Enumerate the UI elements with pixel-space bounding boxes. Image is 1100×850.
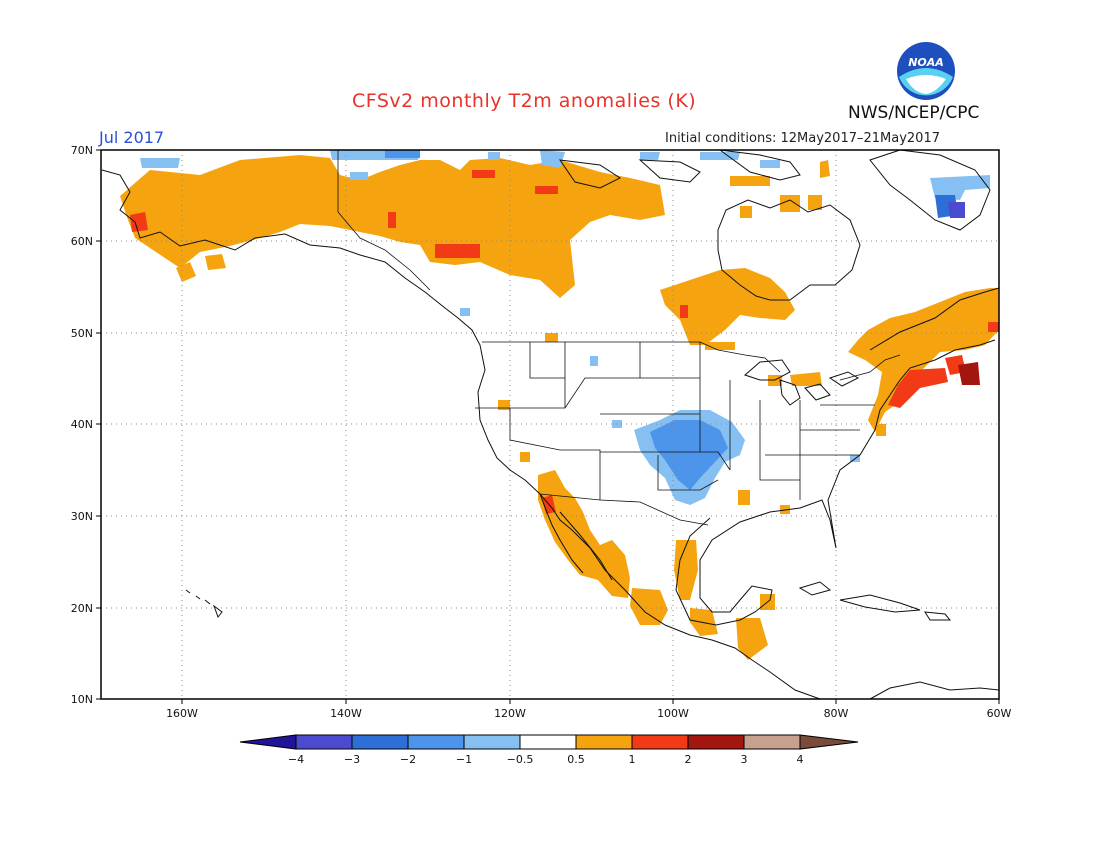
anomaly-region	[640, 152, 660, 160]
colorbar-label: 3	[741, 753, 748, 766]
colorbar-label: −1	[456, 753, 472, 766]
anomaly-region	[820, 160, 830, 178]
anomaly-region	[760, 160, 780, 168]
anomaly-region	[958, 362, 980, 385]
colorbar-label: 2	[685, 753, 692, 766]
colorbar-label: −4	[288, 753, 304, 766]
anomaly-region	[660, 268, 795, 345]
colorbar-label: 4	[797, 753, 804, 766]
lon-label-100w: 100W	[657, 707, 689, 720]
colorbar-label: −2	[400, 753, 416, 766]
lon-label-140w: 140W	[330, 707, 362, 720]
initial-conditions: Initial conditions: 12May2017–21May2017	[665, 131, 940, 146]
anomaly-region	[535, 186, 558, 194]
anomaly-region	[590, 356, 598, 366]
colorbar-label: 0.5	[567, 753, 585, 766]
anomaly-region	[790, 372, 822, 386]
colorbar-label: −0.5	[507, 753, 534, 766]
lat-label-10n: 10N	[71, 693, 93, 706]
anomaly-region	[888, 368, 948, 408]
anomaly-region	[385, 150, 420, 158]
anomaly-region	[545, 333, 558, 342]
lon-label-120w: 120W	[494, 707, 526, 720]
colorbar-segment	[687, 734, 745, 750]
anomaly-region	[205, 254, 226, 270]
coastlines	[101, 149, 1000, 700]
anomaly-region	[780, 195, 800, 212]
anomaly-region	[488, 152, 500, 160]
anomaly-region	[738, 490, 750, 505]
anomaly-region	[435, 244, 480, 258]
chart-title: CFSv2 monthly T2m anomalies (K)	[352, 90, 697, 112]
anomaly-region	[650, 420, 728, 490]
anomaly-region	[176, 262, 196, 282]
lon-label-80w: 80W	[824, 707, 849, 720]
organization-label: NWS/NCEP/CPC	[848, 103, 980, 123]
anomaly-region	[988, 322, 999, 332]
anomaly-region	[130, 212, 148, 232]
anomaly-region	[848, 288, 999, 432]
anomaly-region	[472, 170, 495, 178]
borders	[337, 150, 901, 526]
anomaly-region	[538, 470, 630, 598]
colorbar-segment	[631, 734, 689, 750]
colorbar-segment	[295, 734, 353, 750]
lat-label-60n: 60N	[71, 235, 93, 248]
anomaly-region	[674, 540, 698, 600]
anomaly-region	[388, 212, 396, 228]
anomaly-region	[700, 152, 740, 160]
anomaly-region	[948, 202, 965, 218]
colorbar-label: −3	[344, 753, 360, 766]
anomaly-region	[630, 588, 668, 625]
colorbar-right-arrow	[799, 734, 859, 750]
colorbar-segment	[519, 734, 577, 750]
colorbar-segment	[575, 734, 633, 750]
anomaly-region	[520, 452, 530, 462]
valid-month: Jul 2017	[99, 128, 165, 147]
lat-label-30n: 30N	[71, 510, 93, 523]
anomaly-region	[705, 342, 735, 350]
anomaly-region	[740, 206, 752, 218]
colorbar-label: 1	[629, 753, 636, 766]
colorbar-left-arrow	[239, 734, 297, 750]
anomaly-region	[350, 172, 368, 180]
noaa-logo: NOAA	[896, 41, 956, 101]
anomaly-region	[930, 175, 990, 200]
lon-label-60w: 60W	[987, 707, 1012, 720]
anomaly-region	[460, 308, 470, 316]
lat-label-70n: 70N	[71, 144, 93, 157]
anomaly-region	[498, 400, 510, 410]
anomaly-region	[140, 158, 180, 168]
colorbar-segment	[463, 734, 521, 750]
anomaly-region	[876, 424, 886, 436]
lat-label-20n: 20N	[71, 602, 93, 615]
anomaly-region	[808, 195, 822, 210]
anomaly-region	[690, 608, 718, 636]
colorbar-segment	[407, 734, 465, 750]
anomaly-region	[680, 305, 688, 318]
colorbar-segment	[351, 734, 409, 750]
color-bar: −4 −3 −2 −1 −0.5 0.5 1 2 3 4	[239, 734, 859, 766]
anomaly-region	[540, 150, 565, 168]
anomaly-cells	[120, 150, 999, 660]
logo-text: NOAA	[908, 56, 944, 69]
tick-marks	[96, 149, 1000, 704]
lat-label-40n: 40N	[71, 418, 93, 431]
anomaly-region	[730, 176, 770, 186]
anomaly-region	[736, 618, 768, 660]
lat-label-50n: 50N	[71, 327, 93, 340]
colorbar-segment	[743, 734, 801, 750]
lon-label-160w: 160W	[166, 707, 198, 720]
